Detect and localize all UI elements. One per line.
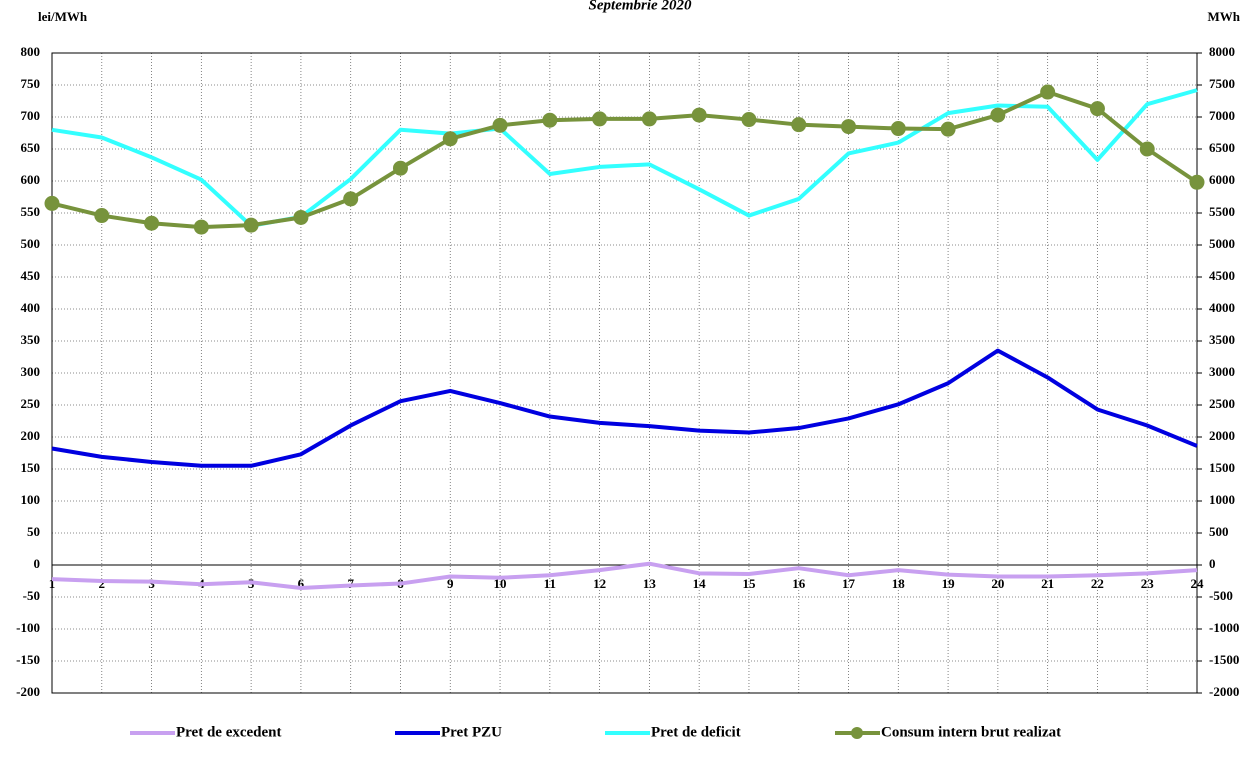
y-axis-label: lei/MWh [38, 9, 88, 24]
x-tick-label: 19 [942, 576, 956, 591]
x-tick-label: 2 [99, 576, 106, 591]
y2-tick-label: 1500 [1209, 460, 1235, 475]
series-marker [343, 191, 359, 207]
series-marker [990, 107, 1006, 123]
series-marker [791, 117, 807, 133]
series-line [51, 88, 1198, 228]
y-tick-label: 150 [21, 460, 41, 475]
x-tick-label: 9 [447, 576, 454, 591]
y2-tick-label: 6000 [1209, 172, 1235, 187]
y-tick-label: -150 [16, 652, 40, 667]
series-marker [492, 117, 508, 133]
series-marker [243, 217, 259, 233]
y-tick-label: 250 [21, 396, 41, 411]
x-tick-label: 14 [693, 576, 707, 591]
series-marker [1040, 84, 1056, 100]
series-marker [1189, 174, 1205, 190]
y-tick-label: -50 [23, 588, 40, 603]
x-tick-label: 12 [593, 576, 606, 591]
y-tick-label: -200 [16, 684, 40, 699]
y-tick-label: 300 [21, 364, 41, 379]
series-marker [940, 121, 956, 137]
y2-tick-label: 7000 [1209, 108, 1235, 123]
y-tick-label: 200 [21, 428, 41, 443]
x-tick-label: 16 [792, 576, 806, 591]
y2-tick-label: -1000 [1209, 620, 1239, 635]
series-marker [592, 111, 608, 127]
series-marker [542, 112, 558, 128]
series-marker [641, 111, 657, 127]
y2-tick-label: -1500 [1209, 652, 1239, 667]
y2-tick-label: 500 [1209, 524, 1229, 539]
x-tick-label: 23 [1141, 576, 1155, 591]
legend-label: Pret PZU [441, 724, 502, 740]
y2-tick-label: 3000 [1209, 364, 1235, 379]
y2-tick-label: 4500 [1209, 268, 1235, 283]
series-line [51, 561, 1198, 591]
series-marker [44, 195, 60, 211]
series-marker [144, 215, 160, 231]
series-marker [890, 121, 906, 137]
legend-label: Pret de deficit [651, 724, 741, 740]
series-marker [1139, 141, 1155, 157]
y-tick-label: 450 [21, 268, 41, 283]
y-tick-label: 550 [21, 204, 41, 219]
x-tick-label: 11 [544, 576, 556, 591]
y2-tick-label: 6500 [1209, 140, 1235, 155]
y2-tick-label: 2000 [1209, 428, 1235, 443]
y2-tick-label: 0 [1209, 556, 1216, 571]
series-marker [193, 219, 209, 235]
x-tick-label: 20 [991, 576, 1004, 591]
y-tick-label: 700 [21, 108, 41, 123]
plot-frame [51, 52, 1198, 694]
series-marker [841, 119, 857, 135]
y2-tick-label: 1000 [1209, 492, 1235, 507]
x-tick-label: 17 [842, 576, 856, 591]
y2-axis-label: MWh [1208, 9, 1241, 24]
y-tick-label: 50 [27, 524, 40, 539]
x-tick-label: 6 [298, 576, 305, 591]
y-tick-label: -100 [16, 620, 40, 635]
y-tick-label: 500 [21, 236, 41, 251]
series-line [51, 90, 1199, 230]
x-tick-label: 18 [892, 576, 906, 591]
y2-tick-label: 2500 [1209, 396, 1235, 411]
y2-tick-label: 5000 [1209, 236, 1235, 251]
legend-label: Pret de excedent [176, 724, 282, 740]
y2-tick-label: 8000 [1209, 44, 1235, 59]
series-line [51, 348, 1198, 468]
y2-tick-label: 4000 [1209, 300, 1235, 315]
y-tick-label: 0 [34, 556, 41, 571]
y-tick-label: 600 [21, 172, 41, 187]
series-marker [741, 112, 757, 128]
y-tick-label: 100 [21, 492, 41, 507]
y-tick-label: 750 [21, 76, 41, 91]
x-tick-label: 13 [643, 576, 657, 591]
series-marker [1089, 101, 1105, 117]
y-tick-label: 800 [21, 44, 41, 59]
series-marker [94, 208, 110, 224]
series-marker [442, 131, 458, 147]
x-tick-label: 10 [494, 576, 507, 591]
y-tick-label: 400 [21, 300, 41, 315]
y2-tick-label: 5500 [1209, 204, 1235, 219]
y-tick-label: 350 [21, 332, 41, 347]
series-marker [691, 107, 707, 123]
y2-tick-label: 3500 [1209, 332, 1235, 347]
x-tick-label: 21 [1041, 576, 1054, 591]
y2-tick-label: 7500 [1209, 76, 1235, 91]
y2-tick-label: -500 [1209, 588, 1233, 603]
series-marker [392, 160, 408, 176]
x-tick-label: 15 [742, 576, 756, 591]
legend-label: Consum intern brut realizat [881, 724, 1061, 740]
series-marker [293, 209, 309, 225]
chart-title: Septembrie 2020 [589, 0, 692, 13]
legend-marker [851, 727, 863, 739]
y-tick-label: 650 [21, 140, 41, 155]
y2-tick-label: -2000 [1209, 684, 1239, 699]
x-tick-label: 22 [1091, 576, 1104, 591]
